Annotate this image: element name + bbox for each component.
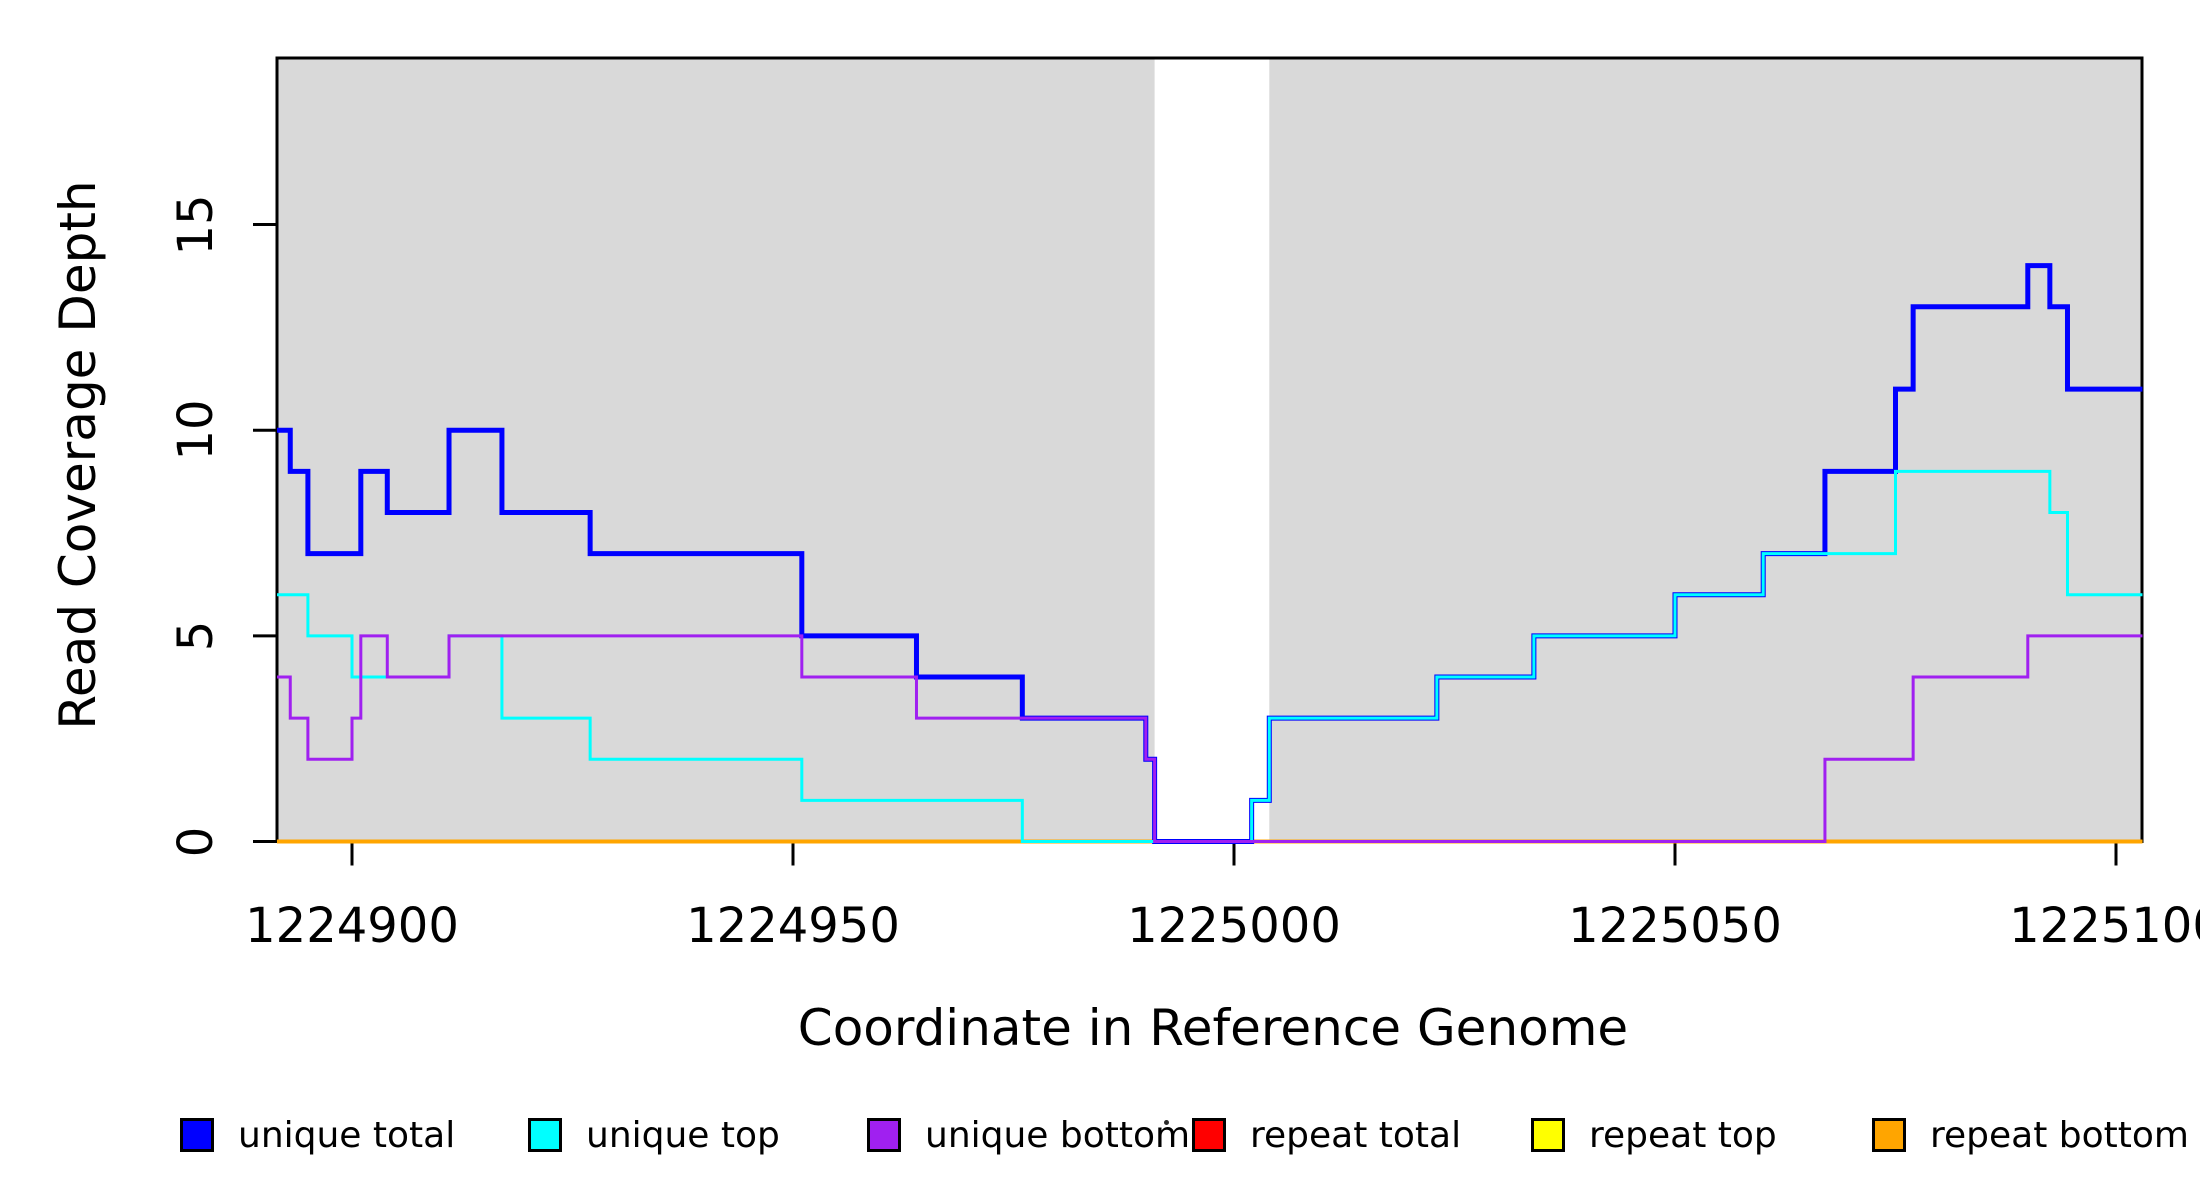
legend-label: unique bottom [925,1114,1191,1156]
shaded-region-left [277,58,1155,842]
legend-swatch-repeat-bottom [1872,1118,1906,1152]
legend-item-unique-bottom: unique bottom [867,1114,1191,1156]
x-tick-label: 1225050 [1568,898,1782,954]
legend-item-unique-top: unique top [528,1114,780,1156]
legend-label: repeat bottom [1930,1114,2189,1156]
legend-item-repeat-total: repeat total [1192,1114,1462,1156]
stray-point-dot [1164,1120,1169,1125]
x-tick-label: 1224950 [686,898,900,954]
legend-swatch-repeat-total [1192,1118,1226,1152]
x-axis-title: Coordinate in Reference Genome [797,999,1629,1057]
legend-swatch-unique-bottom [867,1118,901,1152]
series-unique-bottom [277,634,2143,843]
legend-label: repeat top [1589,1114,1777,1156]
legend-label: repeat total [1250,1114,1462,1156]
y-tick-label: 0 [168,826,224,857]
legend-item-repeat-top: repeat top [1531,1114,1777,1156]
y-tick-label: 10 [168,399,224,461]
shaded-region-right [1269,58,2143,842]
legend-swatch-repeat-top [1531,1118,1565,1152]
legend-item-repeat-bottom: repeat bottom [1872,1114,2189,1156]
legend-label: unique total [238,1114,456,1156]
y-axis-title: Read Coverage Depth [49,180,107,730]
legend-swatch-unique-total [180,1118,214,1152]
x-tick-label: 1225000 [1127,898,1341,954]
y-tick-label: 15 [168,194,224,256]
legend-label: unique top [586,1114,780,1156]
y-tick-label: 5 [168,620,224,652]
x-tick-label: 1224900 [245,898,459,954]
legend-item-unique-total: unique total [180,1114,456,1156]
legend-swatch-unique-top [528,1118,562,1152]
